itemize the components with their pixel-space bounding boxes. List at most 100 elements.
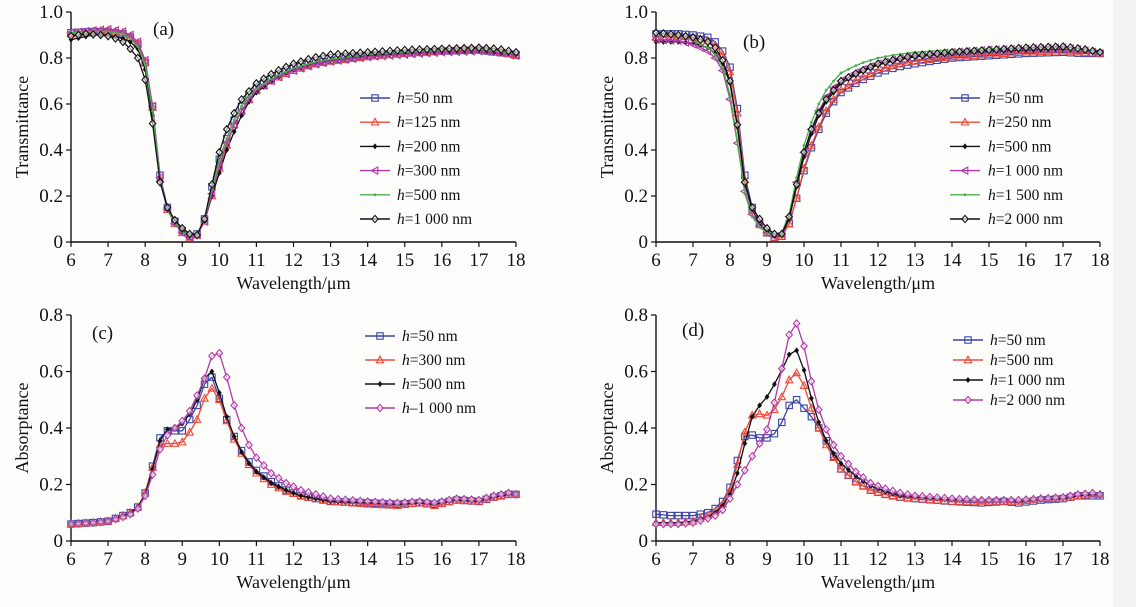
data-point [96,30,105,40]
data-point [758,225,761,229]
legend-italic-h: h [402,400,410,417]
x-tick-label: 12 [284,250,303,271]
data-point [239,449,244,456]
data-point [680,37,689,48]
legend-text: =50 nm [410,328,458,345]
data-point [393,45,402,55]
data-point [891,53,895,57]
legend-item: h=1 000 nm [360,211,472,228]
data-point [143,63,147,67]
legend-item: h–1 000 nm [365,400,476,417]
data-point [792,367,802,377]
data-point [740,427,750,436]
data-point [792,180,801,189]
data-point [800,404,808,412]
data-point [718,505,727,515]
legend-marker-icon [373,193,377,197]
data-point [148,119,157,128]
legend-marker-icon [370,117,380,126]
data-point [822,94,831,104]
y-axis-label: Absorptance [12,383,32,474]
legend-item: h=50 nm [950,90,1044,107]
data-point [844,72,853,82]
x-tick-label: 11 [247,549,265,570]
data-point [895,492,905,501]
data-point [807,124,816,134]
data-point [230,400,239,410]
data-point [713,53,717,56]
data-point [192,414,202,423]
data-point [1051,42,1060,52]
data-point [255,86,258,90]
data-point [482,43,491,53]
x-tick-label: 18 [1091,549,1110,570]
data-point [770,429,779,438]
data-point [777,229,786,239]
data-point [948,47,956,57]
data-point [89,518,98,528]
data-point [224,413,230,420]
y-tick-label: 0.2 [624,475,648,496]
legend-item: h=200 nm [360,138,460,155]
data-point [299,64,303,68]
data-point [437,497,446,506]
data-point [118,37,127,47]
data-point [777,364,786,374]
data-point [111,514,120,524]
data-point [832,79,835,83]
data-point [838,460,844,467]
legend-text: =1 000 nm [996,163,1063,180]
data-point [178,416,187,426]
data-point [356,496,365,506]
data-point [452,43,461,53]
legend: h=50 nmh=300 nmh=500 nmh–1 000 nm [365,328,476,417]
data-point [940,48,949,58]
data-point [400,497,409,507]
x-tick-label: 13 [906,250,925,271]
data-point [696,35,705,45]
data-point [111,34,120,43]
data-point [903,492,913,502]
x-tick-label: 11 [832,549,850,570]
data-point [869,58,872,62]
data-point [400,45,409,55]
legend-label: h=1 000 nm [990,372,1065,389]
data-point [777,391,787,401]
data-point [717,66,726,76]
legend-text: =1 000 nm [405,211,472,228]
data-point [809,395,814,402]
data-point [807,376,816,386]
data-point [178,427,187,435]
data-point [1073,47,1083,56]
data-point [880,489,890,498]
data-point [977,45,986,55]
x-tick-label: 10 [210,549,229,570]
legend-text: =1 500 nm [996,187,1063,204]
data-point [689,518,697,528]
data-point [348,48,357,58]
x-tick-label: 10 [210,250,229,271]
data-point [806,403,816,412]
x-tick-label: 9 [762,549,772,570]
y-tick-label: 0 [639,531,649,552]
x-tick-label: 13 [321,549,340,570]
data-point [652,28,660,38]
data-point [1096,489,1104,499]
data-point [104,31,113,41]
data-point [881,57,890,67]
data-point [969,50,979,59]
y-tick-label: 1.0 [624,2,648,23]
series-h-2-000-nm [652,28,1104,239]
image-edge-strip [1113,0,1136,607]
x-tick-label: 7 [103,250,113,271]
data-point [786,351,792,358]
data-point [497,45,506,54]
x-tick-label: 10 [795,250,814,271]
data-point [836,464,846,473]
data-point [985,45,993,55]
data-point [933,493,942,502]
data-point [326,494,335,504]
y-tick-label: 0.2 [39,475,63,496]
data-point [735,470,740,477]
legend: h=50 nmh=125 nmh=200 nmh=300 nmh=500 nmh… [360,90,472,228]
